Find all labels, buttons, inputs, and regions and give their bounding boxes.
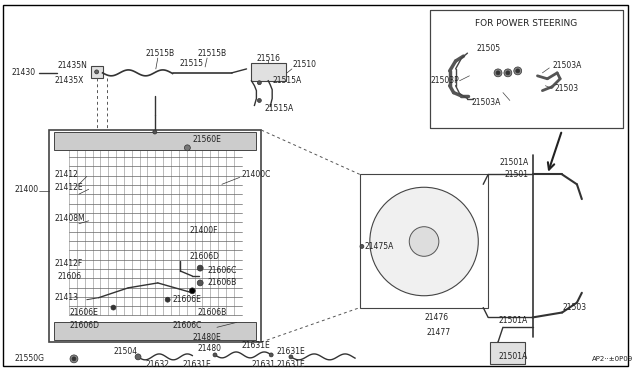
Circle shape <box>370 187 478 296</box>
Text: 21606E: 21606E <box>173 295 202 304</box>
Text: 21480: 21480 <box>197 344 221 353</box>
Circle shape <box>189 288 195 294</box>
Text: 21606D: 21606D <box>69 321 99 330</box>
Text: 21515A: 21515A <box>272 76 301 85</box>
Circle shape <box>504 69 512 77</box>
Text: 21435N: 21435N <box>57 61 87 70</box>
Circle shape <box>257 99 261 102</box>
Text: 21477: 21477 <box>426 328 450 337</box>
Text: 21501A: 21501A <box>498 352 527 361</box>
Text: 21503: 21503 <box>554 84 579 93</box>
Text: 21505: 21505 <box>476 44 500 53</box>
Text: 21606B: 21606B <box>207 278 236 288</box>
Circle shape <box>360 244 364 248</box>
Text: 21400F: 21400F <box>189 226 218 235</box>
Text: 21631E: 21631E <box>182 360 211 369</box>
Text: 21631: 21631 <box>252 360 275 369</box>
Circle shape <box>70 355 78 363</box>
Text: 21503A: 21503A <box>552 61 582 70</box>
Text: 21631E: 21631E <box>276 360 305 369</box>
Circle shape <box>514 67 522 75</box>
Circle shape <box>213 353 217 357</box>
Text: 21400C: 21400C <box>242 170 271 179</box>
Text: 21412: 21412 <box>54 170 78 179</box>
Text: 21515B: 21515B <box>146 49 175 58</box>
Text: 21475A: 21475A <box>365 242 394 251</box>
Bar <box>490 342 525 364</box>
Text: 21400: 21400 <box>15 185 39 194</box>
Bar <box>54 132 257 150</box>
Text: 21476: 21476 <box>424 313 448 322</box>
Text: 21503: 21503 <box>562 303 586 312</box>
Circle shape <box>184 145 190 151</box>
Bar <box>430 10 623 128</box>
Text: FOR POWER STEERING: FOR POWER STEERING <box>476 19 578 28</box>
Text: 21516: 21516 <box>257 54 280 62</box>
Circle shape <box>197 280 203 286</box>
Text: 21631E: 21631E <box>242 340 270 350</box>
Bar <box>54 323 257 340</box>
Circle shape <box>289 355 293 359</box>
Circle shape <box>197 265 203 271</box>
Text: 21550G: 21550G <box>15 355 45 363</box>
Text: 21412E: 21412E <box>54 183 83 192</box>
Text: 21606B: 21606B <box>197 308 227 317</box>
Text: 21515A: 21515A <box>264 104 294 113</box>
Text: 21606C: 21606C <box>173 321 202 330</box>
Text: 21503A: 21503A <box>472 98 501 107</box>
Circle shape <box>506 71 510 75</box>
Text: 21501A: 21501A <box>500 158 529 167</box>
Circle shape <box>496 71 500 75</box>
Text: 21413: 21413 <box>54 293 78 302</box>
Text: 21501: 21501 <box>505 170 529 179</box>
Bar <box>91 66 102 78</box>
Text: 21606: 21606 <box>57 272 81 280</box>
Text: 21515B: 21515B <box>197 49 227 58</box>
Circle shape <box>516 69 520 73</box>
Text: 21631E: 21631E <box>276 347 305 356</box>
Circle shape <box>409 227 439 256</box>
Circle shape <box>165 297 170 302</box>
Bar <box>252 63 286 81</box>
Circle shape <box>257 81 261 85</box>
Text: 21501A: 21501A <box>498 316 527 325</box>
Circle shape <box>111 305 116 310</box>
Text: 21430: 21430 <box>12 68 36 77</box>
Circle shape <box>494 69 502 77</box>
Text: 21503P: 21503P <box>431 76 460 85</box>
Text: 21408M: 21408M <box>54 214 85 223</box>
Text: 21435X: 21435X <box>54 76 84 85</box>
Text: 21412F: 21412F <box>54 259 83 268</box>
Text: AP2··±0P09: AP2··±0P09 <box>592 356 633 362</box>
Text: 21606D: 21606D <box>189 252 220 261</box>
Text: 21560E: 21560E <box>192 135 221 144</box>
Text: 21632: 21632 <box>146 360 170 369</box>
Text: 21515: 21515 <box>179 60 204 68</box>
Text: 21606E: 21606E <box>69 308 98 317</box>
Circle shape <box>95 70 99 74</box>
Circle shape <box>153 130 157 134</box>
Bar <box>360 174 488 308</box>
Text: 21480E: 21480E <box>192 333 221 341</box>
Bar <box>49 130 261 342</box>
Text: 21510: 21510 <box>293 61 317 70</box>
Text: 21504: 21504 <box>113 347 138 356</box>
Circle shape <box>135 354 141 360</box>
Circle shape <box>72 357 76 361</box>
Text: 21606C: 21606C <box>207 266 236 275</box>
Circle shape <box>269 353 273 357</box>
